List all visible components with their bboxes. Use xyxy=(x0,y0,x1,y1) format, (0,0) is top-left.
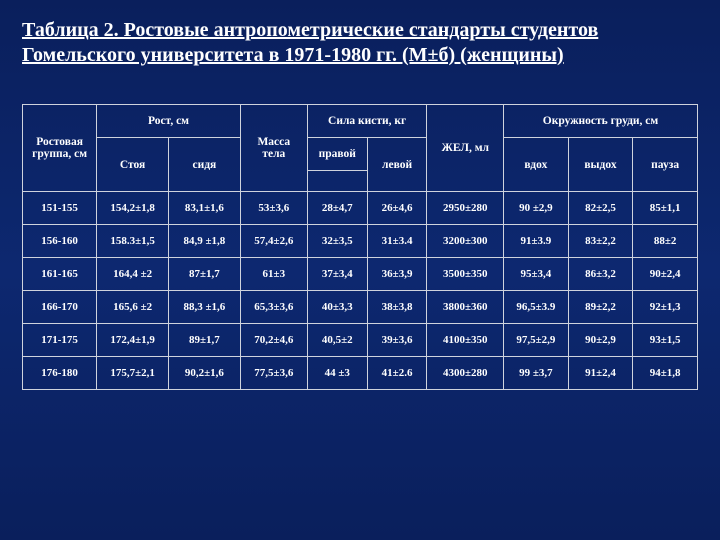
table-row: 166-170165,6 ±288,3 ±1,665,3±3,640±3,338… xyxy=(23,291,698,324)
cell-stand: 158.3±1,5 xyxy=(97,225,169,258)
cell-g: 161-165 xyxy=(23,258,97,291)
cell-hl: 38±3,8 xyxy=(367,291,427,324)
h-hand-left: левой xyxy=(367,138,427,192)
cell-g: 151-155 xyxy=(23,192,97,225)
cell-cp: 88±2 xyxy=(633,225,698,258)
cell-cp: 92±1,3 xyxy=(633,291,698,324)
cell-zhel: 4100±350 xyxy=(427,324,504,357)
h-mass: Масса тела xyxy=(240,105,307,192)
table-row: 176-180175,7±2,190,2±1,677,5±3,644 ±341±… xyxy=(23,357,698,390)
header-row-2: Стоя сидя правой левой вдох выдох пауза xyxy=(23,138,698,171)
cell-sit: 89±1,7 xyxy=(168,324,240,357)
table-title: Таблица 2. Ростовые антропометрические с… xyxy=(22,18,698,68)
cell-cin: 97,5±2,9 xyxy=(504,324,569,357)
h-chest: Окружность груди, см xyxy=(504,105,698,138)
table-row: 171-175172,4±1,989±1,770,2±4,640,5±239±3… xyxy=(23,324,698,357)
cell-zhel: 3200±300 xyxy=(427,225,504,258)
cell-hr: 44 ±3 xyxy=(307,357,367,390)
h-chest-out: выдох xyxy=(568,138,633,192)
table-row: 156-160158.3±1,584,9 ±1,857,4±2,632±3,53… xyxy=(23,225,698,258)
cell-mass: 57,4±2,6 xyxy=(240,225,307,258)
cell-cp: 90±2,4 xyxy=(633,258,698,291)
cell-mass: 65,3±3,6 xyxy=(240,291,307,324)
cell-sit: 84,9 ±1,8 xyxy=(168,225,240,258)
cell-mass: 77,5±3,6 xyxy=(240,357,307,390)
cell-mass: 70,2±4,6 xyxy=(240,324,307,357)
cell-hr: 37±3,4 xyxy=(307,258,367,291)
cell-cout: 86±3,2 xyxy=(568,258,633,291)
cell-zhel: 2950±280 xyxy=(427,192,504,225)
h-height-stand: Стоя xyxy=(97,138,169,192)
cell-hr: 28±4,7 xyxy=(307,192,367,225)
h-hand-right: правой xyxy=(307,138,367,171)
cell-cin: 91±3.9 xyxy=(504,225,569,258)
h-group: Ростовая группа, см xyxy=(23,105,97,192)
cell-cin: 90 ±2,9 xyxy=(504,192,569,225)
cell-stand: 175,7±2,1 xyxy=(97,357,169,390)
cell-cout: 90±2,9 xyxy=(568,324,633,357)
h-chest-in: вдох xyxy=(504,138,569,192)
cell-cout: 91±2,4 xyxy=(568,357,633,390)
cell-cout: 83±2,2 xyxy=(568,225,633,258)
header-row-1: Ростовая группа, см Рост, см Масса тела … xyxy=(23,105,698,138)
cell-mass: 53±3,6 xyxy=(240,192,307,225)
table-row: 151-155154,2±1,883,1±1,653±3,628±4,726±4… xyxy=(23,192,698,225)
table-row: 161-165164,4 ±287±1,761±337±3,436±3,9350… xyxy=(23,258,698,291)
cell-g: 176-180 xyxy=(23,357,97,390)
cell-hr: 40±3,3 xyxy=(307,291,367,324)
cell-hl: 31±3.4 xyxy=(367,225,427,258)
cell-hl: 36±3,9 xyxy=(367,258,427,291)
cell-sit: 90,2±1,6 xyxy=(168,357,240,390)
cell-cp: 94±1,8 xyxy=(633,357,698,390)
cell-stand: 165,6 ±2 xyxy=(97,291,169,324)
cell-g: 166-170 xyxy=(23,291,97,324)
cell-hl: 26±4,6 xyxy=(367,192,427,225)
cell-cin: 95±3,4 xyxy=(504,258,569,291)
h-hand: Сила кисти, кг xyxy=(307,105,427,138)
h-hand-right-empty xyxy=(307,171,367,192)
cell-mass: 61±3 xyxy=(240,258,307,291)
cell-zhel: 3500±350 xyxy=(427,258,504,291)
cell-cin: 96,5±3.9 xyxy=(504,291,569,324)
cell-sit: 83,1±1,6 xyxy=(168,192,240,225)
cell-hl: 41±2.6 xyxy=(367,357,427,390)
anthropometric-table: Ростовая группа, см Рост, см Масса тела … xyxy=(22,104,698,390)
cell-zhel: 3800±360 xyxy=(427,291,504,324)
cell-stand: 164,4 ±2 xyxy=(97,258,169,291)
h-height: Рост, см xyxy=(97,105,241,138)
cell-hr: 32±3,5 xyxy=(307,225,367,258)
cell-hl: 39±3,6 xyxy=(367,324,427,357)
cell-stand: 154,2±1,8 xyxy=(97,192,169,225)
cell-zhel: 4300±280 xyxy=(427,357,504,390)
cell-sit: 87±1,7 xyxy=(168,258,240,291)
cell-cout: 82±2,5 xyxy=(568,192,633,225)
cell-g: 171-175 xyxy=(23,324,97,357)
cell-cp: 85±1,1 xyxy=(633,192,698,225)
cell-cin: 99 ±3,7 xyxy=(504,357,569,390)
h-chest-pause: пауза xyxy=(633,138,698,192)
cell-cp: 93±1,5 xyxy=(633,324,698,357)
cell-g: 156-160 xyxy=(23,225,97,258)
table-body: 151-155154,2±1,883,1±1,653±3,628±4,726±4… xyxy=(23,192,698,390)
cell-hr: 40,5±2 xyxy=(307,324,367,357)
h-zhel: ЖЕЛ, мл xyxy=(427,105,504,192)
cell-stand: 172,4±1,9 xyxy=(97,324,169,357)
cell-cout: 89±2,2 xyxy=(568,291,633,324)
cell-sit: 88,3 ±1,6 xyxy=(168,291,240,324)
h-height-sit: сидя xyxy=(168,138,240,192)
